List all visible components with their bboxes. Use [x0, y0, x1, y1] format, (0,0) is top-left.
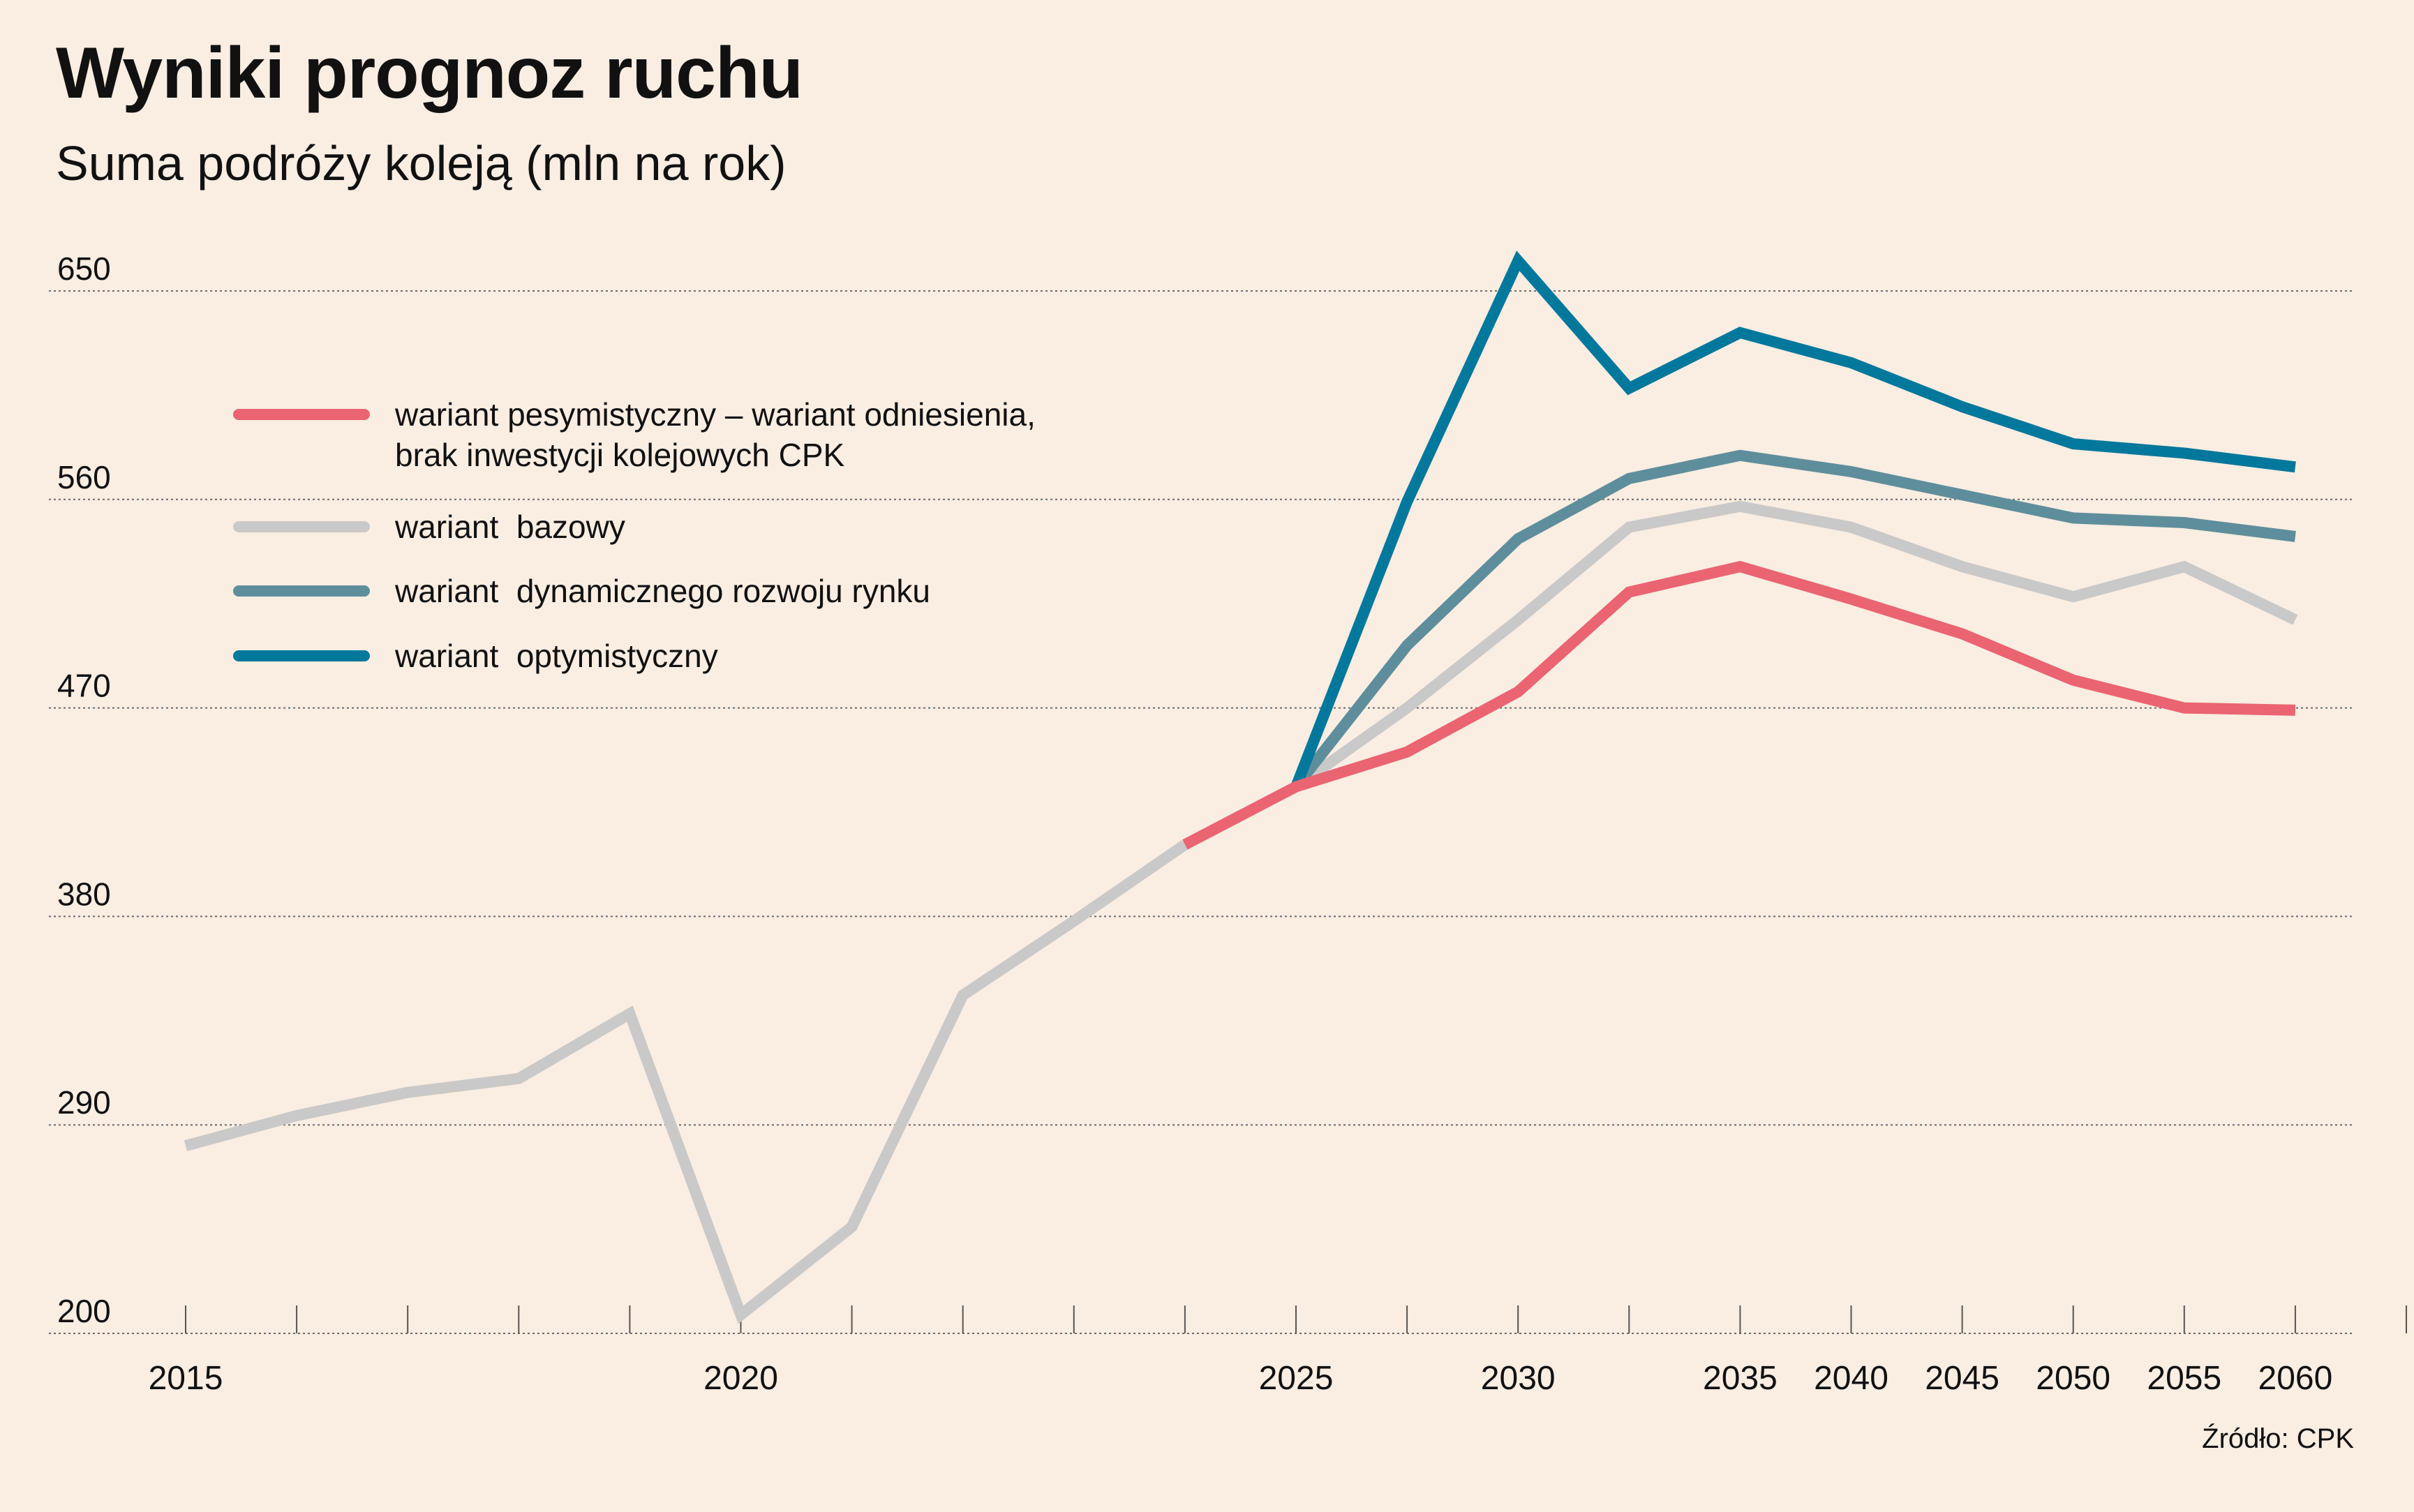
- y-axis-labels: 200 290 380 470 560 650: [57, 250, 111, 1329]
- x-tick-label: 2035: [1703, 1360, 1778, 1397]
- x-tick-label: 2015: [149, 1360, 223, 1397]
- series-line-dynamiczny: [1291, 449, 2296, 791]
- x-axis: 2015 2020 2025 2030 2035 2040 2045 2050 2055 2060: [149, 1305, 2407, 1397]
- x-tick-label: 2020: [703, 1360, 778, 1397]
- source-note: Źródło: CPK: [2202, 1423, 2354, 1454]
- legend-label-optymistyczny: wariant optymistyczny: [394, 638, 718, 674]
- y-tick-label: 380: [57, 876, 111, 912]
- series-line-pesymistyczny: [1182, 560, 2296, 850]
- y-tick-label: 290: [57, 1084, 111, 1121]
- chart-title: Wyniki prognoz ruchu: [56, 33, 803, 114]
- x-tick-label: 2030: [1481, 1360, 1556, 1397]
- x-tick-label: 2060: [2258, 1360, 2333, 1397]
- x-tick-label: 2045: [1925, 1360, 1999, 1397]
- legend: wariant pesymistyczny – wariant odniesie…: [233, 396, 1036, 674]
- legend-label-pesymistyczny: brak inwestycji kolejowych CPK: [395, 437, 845, 473]
- legend-label-pesymistyczny: wariant pesymistyczny – wariant odniesie…: [394, 396, 1036, 433]
- legend-label-bazowy: wariant bazowy: [394, 509, 625, 545]
- chart-subtitle: Suma podróży koleją (mln na rok): [56, 136, 787, 190]
- x-tick-label: 2055: [2147, 1360, 2221, 1397]
- y-tick-label: 470: [57, 668, 111, 704]
- series-line-historia: [184, 839, 1189, 1324]
- x-tick-label: 2040: [1814, 1360, 1888, 1397]
- series-line-optymistyczny: [1290, 250, 2296, 789]
- legend-label-dynamiczny: wariant dynamicznego rozwoju rynku: [394, 573, 930, 609]
- x-tick-label: 2050: [2036, 1360, 2110, 1397]
- y-tick-label: 200: [57, 1293, 111, 1329]
- y-tick-label: 650: [57, 250, 111, 287]
- series-lines: [184, 250, 2298, 1324]
- x-tick-label: 2025: [1259, 1360, 1334, 1397]
- y-tick-label: 560: [57, 459, 111, 495]
- series-line-bazowy: [1292, 500, 2298, 792]
